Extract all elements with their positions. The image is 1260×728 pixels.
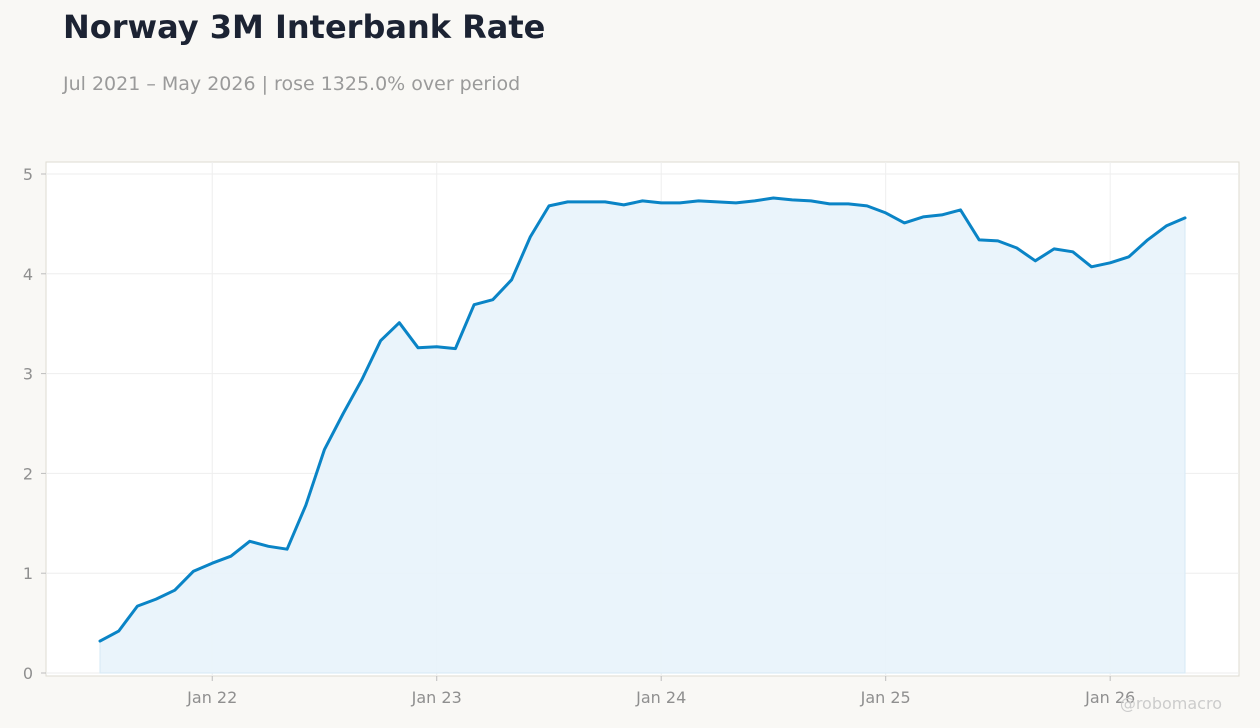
data-point xyxy=(1183,216,1187,220)
data-point xyxy=(547,204,551,208)
data-point xyxy=(360,378,364,382)
y-tick-label: 5 xyxy=(23,165,33,184)
data-point xyxy=(809,199,813,203)
data-point xyxy=(491,298,495,302)
x-tick-label: Jan 25 xyxy=(860,688,911,707)
data-point xyxy=(940,213,944,217)
data-point xyxy=(173,588,177,592)
data-point xyxy=(285,547,289,551)
data-point xyxy=(622,203,626,207)
x-tick-label: Jan 26 xyxy=(1084,688,1135,707)
data-point xyxy=(715,200,719,204)
data-point xyxy=(902,221,906,225)
data-point xyxy=(566,200,570,204)
data-point xyxy=(453,347,457,351)
x-tick-label: Jan 22 xyxy=(186,688,237,707)
data-point xyxy=(959,208,963,212)
data-point xyxy=(1052,247,1056,251)
series-line xyxy=(98,196,1187,643)
data-point xyxy=(584,200,588,204)
data-point xyxy=(678,201,682,205)
data-point xyxy=(528,235,532,239)
data-point xyxy=(921,215,925,219)
data-point xyxy=(1146,238,1150,242)
data-point xyxy=(846,202,850,206)
data-point xyxy=(397,321,401,325)
data-point xyxy=(996,239,1000,243)
x-axis: Jan 22 Jan 23 Jan 24 Jan 25 Jan 26 xyxy=(186,676,1135,707)
data-point xyxy=(229,554,233,558)
data-point xyxy=(98,639,102,643)
data-point xyxy=(248,539,252,543)
y-axis: 0 1 2 3 4 5 xyxy=(23,165,46,683)
x-tick-label: Jan 23 xyxy=(411,688,462,707)
data-point xyxy=(1015,246,1019,250)
data-point xyxy=(603,200,607,204)
data-point xyxy=(828,202,832,206)
y-tick-label: 2 xyxy=(23,464,33,483)
data-point xyxy=(135,604,139,608)
y-tick-label: 0 xyxy=(23,664,33,683)
data-point xyxy=(771,196,775,200)
data-point xyxy=(510,278,514,282)
chart-subtitle: Jul 2021 – May 2026 | rose 1325.0% over … xyxy=(63,73,521,95)
data-point xyxy=(323,447,327,451)
data-point xyxy=(1071,250,1075,254)
data-point xyxy=(697,199,701,203)
data-point xyxy=(266,544,270,548)
watermark: @robomacro xyxy=(1119,694,1222,713)
data-point xyxy=(659,201,663,205)
data-point xyxy=(379,339,383,343)
data-point xyxy=(192,569,196,573)
data-point xyxy=(472,303,476,307)
chart-title: Norway 3M Interbank Rate xyxy=(63,8,546,46)
x-tick-label: Jan 24 xyxy=(635,688,686,707)
data-point xyxy=(884,211,888,215)
data-point xyxy=(753,199,757,203)
data-point xyxy=(1164,224,1168,228)
y-tick-label: 4 xyxy=(23,265,33,284)
data-point xyxy=(117,629,121,633)
data-point xyxy=(865,204,869,208)
data-point xyxy=(790,198,794,202)
y-tick-label: 1 xyxy=(23,564,33,583)
data-point xyxy=(1033,259,1037,263)
data-point xyxy=(435,345,439,349)
y-tick-label: 3 xyxy=(23,365,33,384)
data-point xyxy=(1127,255,1131,259)
data-point xyxy=(341,412,345,416)
data-point xyxy=(210,561,214,565)
data-point xyxy=(641,199,645,203)
data-point xyxy=(734,201,738,205)
data-point xyxy=(416,346,420,350)
data-point xyxy=(154,597,158,601)
data-point xyxy=(977,238,981,242)
data-point xyxy=(304,503,308,507)
data-point xyxy=(1108,261,1112,265)
data-point xyxy=(1090,265,1094,269)
